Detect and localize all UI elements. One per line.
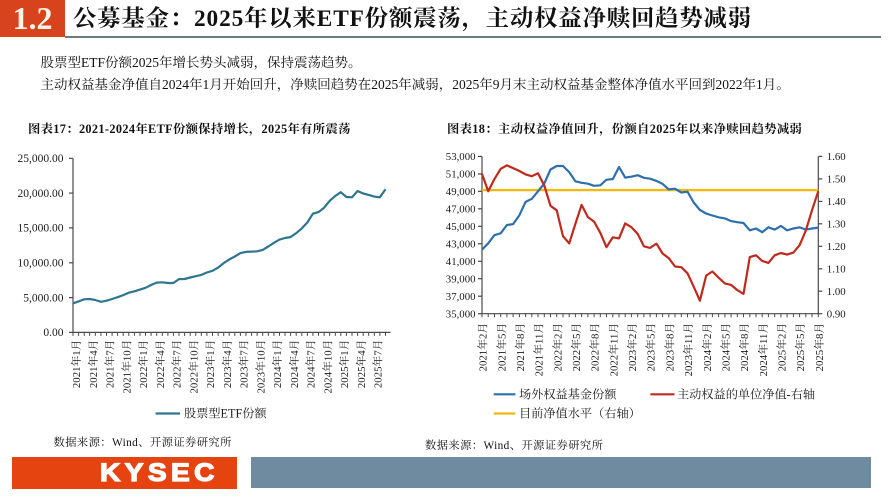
svg-text:0.90: 0.90 (827, 308, 846, 320)
svg-text:20,000.00: 20,000.00 (18, 188, 64, 200)
svg-text:45,000: 45,000 (446, 221, 476, 233)
svg-text:2023年10月: 2023年10月 (254, 340, 267, 394)
svg-text:2021年8月: 2021年8月 (514, 323, 527, 372)
svg-text:2021年10月: 2021年10月 (120, 340, 133, 394)
svg-text:53,000: 53,000 (446, 151, 476, 163)
svg-text:51,000: 51,000 (446, 169, 476, 181)
svg-text:股票型ETF份额: 股票型ETF份额 (184, 407, 267, 421)
svg-text:主动权益的单位净值-右轴: 主动权益的单位净值-右轴 (677, 387, 815, 401)
svg-text:2025年7月: 2025年7月 (372, 340, 385, 389)
svg-text:2024年5月: 2024年5月 (720, 323, 733, 372)
svg-text:2022年4月: 2022年4月 (154, 340, 167, 389)
svg-text:2024年10月: 2024年10月 (321, 340, 334, 394)
svg-text:1.50: 1.50 (827, 174, 846, 186)
svg-text:2022年11月: 2022年11月 (607, 323, 620, 377)
svg-text:2021年1月: 2021年1月 (70, 340, 83, 389)
svg-text:2022年1月: 2022年1月 (137, 340, 150, 389)
svg-text:2021年4月: 2021年4月 (87, 340, 100, 389)
svg-text:2021年7月: 2021年7月 (104, 340, 117, 389)
svg-text:2022年5月: 2022年5月 (570, 323, 583, 372)
svg-text:0.00: 0.00 (43, 327, 63, 339)
svg-text:2025年4月: 2025年4月 (355, 340, 368, 389)
svg-text:35,000: 35,000 (446, 308, 476, 320)
svg-text:2022年10月: 2022年10月 (187, 340, 200, 394)
svg-text:2024年1月: 2024年1月 (271, 340, 284, 389)
svg-text:2022年8月: 2022年8月 (589, 323, 602, 372)
svg-text:2025年5月: 2025年5月 (794, 323, 807, 372)
svg-text:2024年7月: 2024年7月 (305, 340, 318, 389)
svg-text:2021年2月: 2021年2月 (477, 323, 490, 372)
svg-text:15,000.00: 15,000.00 (18, 223, 64, 235)
svg-text:5,000.00: 5,000.00 (23, 292, 64, 304)
svg-text:2023年7月: 2023年7月 (238, 340, 251, 389)
svg-text:1.20: 1.20 (827, 241, 846, 253)
svg-text:37,000: 37,000 (446, 291, 476, 303)
svg-text:2022年7月: 2022年7月 (171, 340, 184, 389)
svg-text:41,000: 41,000 (446, 256, 476, 268)
svg-text:1.60: 1.60 (827, 151, 846, 163)
svg-text:10,000.00: 10,000.00 (18, 258, 64, 270)
svg-text:1.30: 1.30 (827, 218, 846, 230)
svg-text:场外权益基金份额: 场外权益基金份额 (519, 387, 617, 401)
svg-text:2021年11月: 2021年11月 (533, 323, 546, 377)
svg-text:1.10: 1.10 (827, 263, 846, 275)
svg-text:2024年11月: 2024年11月 (757, 323, 770, 377)
svg-text:2025年2月: 2025年2月 (776, 323, 789, 372)
svg-text:2025年8月: 2025年8月 (813, 323, 826, 372)
svg-text:47,000: 47,000 (446, 203, 476, 215)
svg-text:2024年2月: 2024年2月 (701, 323, 714, 372)
svg-text:25,000.00: 25,000.00 (18, 153, 64, 165)
svg-text:2024年8月: 2024年8月 (738, 323, 751, 372)
svg-text:目前净值水平（右轴）: 目前净值水平（右轴） (519, 407, 641, 421)
svg-text:49,000: 49,000 (446, 186, 476, 198)
svg-text:1.00: 1.00 (827, 286, 846, 298)
svg-text:2023年4月: 2023年4月 (221, 340, 234, 389)
svg-text:2023年1月: 2023年1月 (204, 340, 217, 389)
svg-text:2023年5月: 2023年5月 (645, 323, 658, 372)
svg-text:2025年1月: 2025年1月 (338, 340, 351, 389)
svg-text:2023年8月: 2023年8月 (663, 323, 676, 372)
svg-text:2023年11月: 2023年11月 (682, 323, 695, 377)
svg-text:2023年2月: 2023年2月 (626, 323, 639, 372)
svg-text:2022年2月: 2022年2月 (551, 323, 564, 372)
svg-text:39,000: 39,000 (446, 273, 476, 285)
svg-text:2024年4月: 2024年4月 (288, 340, 301, 389)
svg-text:2021年5月: 2021年5月 (495, 323, 508, 372)
svg-text:43,000: 43,000 (446, 238, 476, 250)
svg-text:1.40: 1.40 (827, 196, 846, 208)
